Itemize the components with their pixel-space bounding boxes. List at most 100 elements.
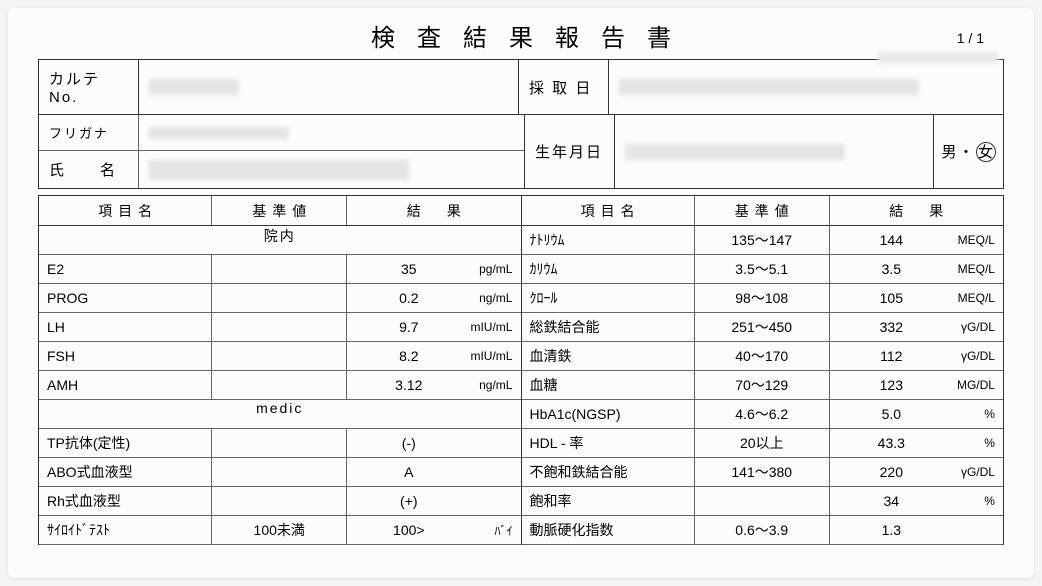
- cell-ref: [212, 429, 347, 457]
- cell-ref: 4.6～6.2: [695, 400, 830, 428]
- section-row: 院内: [39, 226, 521, 255]
- cell-ref: 70～129: [695, 371, 830, 399]
- cell-name: FSH: [39, 342, 212, 370]
- cell-result: 112γG/DL: [830, 342, 1003, 370]
- cell-result: (+): [347, 487, 520, 515]
- karte-label: カルテNo.: [39, 60, 139, 114]
- cell-name: 不飽和鉄結合能: [522, 458, 695, 486]
- left-table: 項目名 基準値 結 果 院内E235pg/mLPROG0.2ng/mLLH9.7…: [39, 196, 522, 545]
- cell-result: 3.5MEQ/L: [830, 255, 1003, 283]
- right-table: 項目名 基準値 結 果 ﾅﾄﾘｳﾑ135～147144MEQ/Lｶﾘｳﾑ3.5～…: [522, 196, 1004, 545]
- page-number: 1 / 1: [957, 30, 984, 46]
- table-row: 不飽和鉄結合能141～380220γG/DL: [522, 458, 1004, 487]
- cell-result: 0.2ng/mL: [347, 284, 520, 312]
- patient-header: カルテNo. 採 取 日 フリガナ 氏 名 生年月日 男 ・ 女: [38, 59, 1004, 189]
- cell-ref: [212, 255, 347, 283]
- name-value: [139, 151, 524, 188]
- cell-result: 1.3: [830, 516, 1003, 544]
- col-name: 項目名: [522, 196, 695, 225]
- table-row: HbA1c(NGSP)4.6～6.25.0%: [522, 400, 1004, 429]
- section-label: 院内: [39, 226, 521, 254]
- cell-ref: 135～147: [695, 226, 830, 254]
- cell-ref: [695, 487, 830, 515]
- table-row: ｶﾘｳﾑ3.5～5.13.5MEQ/L: [522, 255, 1004, 284]
- table-row: ｻｲﾛｲﾄﾞﾃｽﾄ100未満100>ﾊﾞｲ: [39, 516, 521, 545]
- cell-ref: [212, 313, 347, 341]
- name-label: 氏 名: [39, 151, 139, 188]
- cell-name: 総鉄結合能: [522, 313, 695, 341]
- cell-result: 220γG/DL: [830, 458, 1003, 486]
- cell-name: HDL - 率: [522, 429, 695, 457]
- cell-name: PROG: [39, 284, 212, 312]
- table-row: 血糖70～129123MG/DL: [522, 371, 1004, 400]
- cell-ref: 251～450: [695, 313, 830, 341]
- sampling-label: 採 取 日: [519, 60, 609, 114]
- cell-ref: [212, 342, 347, 370]
- table-row: ｸﾛｰﾙ98～108105MEQ/L: [522, 284, 1004, 313]
- cell-result: 8.2mIU/mL: [347, 342, 520, 370]
- col-ref: 基準値: [212, 196, 347, 225]
- cell-result: 332γG/DL: [830, 313, 1003, 341]
- cell-ref: 100未満: [212, 516, 347, 544]
- cell-name: Rh式血液型: [39, 487, 212, 515]
- cell-result: 34%: [830, 487, 1003, 515]
- cell-name: 飽和率: [522, 487, 695, 515]
- cell-ref: 20以上: [695, 429, 830, 457]
- cell-ref: [212, 284, 347, 312]
- cell-name: HbA1c(NGSP): [522, 400, 695, 428]
- cell-ref: [212, 371, 347, 399]
- cell-name: TP抗体(定性): [39, 429, 212, 457]
- cell-result: 144MEQ/L: [830, 226, 1003, 254]
- cell-name: ﾅﾄﾘｳﾑ: [522, 226, 695, 254]
- section-row: medic: [39, 400, 521, 429]
- table-row: 動脈硬化指数0.6～3.91.3: [522, 516, 1004, 545]
- cell-name: ABO式血液型: [39, 458, 212, 486]
- cell-name: 血糖: [522, 371, 695, 399]
- table-row: 総鉄結合能251～450332γG/DL: [522, 313, 1004, 342]
- table-row: 飽和率 34%: [522, 487, 1004, 516]
- karte-value: [139, 60, 519, 114]
- gender-cell: 男 ・ 女: [933, 115, 1003, 188]
- cell-name: ｻｲﾛｲﾄﾞﾃｽﾄ: [39, 516, 212, 544]
- table-row: LH 9.7mIU/mL: [39, 313, 521, 342]
- cell-result: 3.12ng/mL: [347, 371, 520, 399]
- table-row: ﾅﾄﾘｳﾑ135～147144MEQ/L: [522, 226, 1004, 255]
- table-row: 血清鉄40～170112γG/DL: [522, 342, 1004, 371]
- col-result: 結 果: [347, 196, 520, 225]
- cell-ref: [212, 487, 347, 515]
- col-ref: 基準値: [695, 196, 830, 225]
- cell-ref: [212, 458, 347, 486]
- cell-result: 35pg/mL: [347, 255, 520, 283]
- cell-ref: 141～380: [695, 458, 830, 486]
- cell-ref: 0.6～3.9: [695, 516, 830, 544]
- redacted-header: [878, 52, 998, 64]
- table-row: E2 35pg/mL: [39, 255, 521, 284]
- right-thead: 項目名 基準値 結 果: [522, 196, 1004, 226]
- cell-ref: 98～108: [695, 284, 830, 312]
- cell-result: 105MEQ/L: [830, 284, 1003, 312]
- cell-name: 血清鉄: [522, 342, 695, 370]
- cell-result: A: [347, 458, 520, 486]
- table-row: FSH 8.2mIU/mL: [39, 342, 521, 371]
- table-row: HDL - 率20以上43.3%: [522, 429, 1004, 458]
- gender-female-selected: 女: [976, 142, 996, 162]
- cell-result: 9.7mIU/mL: [347, 313, 520, 341]
- sampling-value: [609, 60, 1003, 114]
- furigana-value: [139, 115, 524, 150]
- cell-result: 5.0%: [830, 400, 1003, 428]
- cell-ref: 40～170: [695, 342, 830, 370]
- section-label: medic: [39, 400, 521, 428]
- dob-value: [615, 115, 933, 188]
- cell-name: ｶﾘｳﾑ: [522, 255, 695, 283]
- cell-ref: 3.5～5.1: [695, 255, 830, 283]
- table-row: ABO式血液型 A: [39, 458, 521, 487]
- cell-result: 100>ﾊﾞｲ: [347, 516, 520, 544]
- cell-name: AMH: [39, 371, 212, 399]
- cell-name: ｸﾛｰﾙ: [522, 284, 695, 312]
- cell-name: LH: [39, 313, 212, 341]
- furigana-label: フリガナ: [39, 115, 139, 150]
- table-row: TP抗体(定性)(-): [39, 429, 521, 458]
- cell-name: E2: [39, 255, 212, 283]
- cell-result: 43.3%: [830, 429, 1003, 457]
- dob-label: 生年月日: [525, 115, 615, 188]
